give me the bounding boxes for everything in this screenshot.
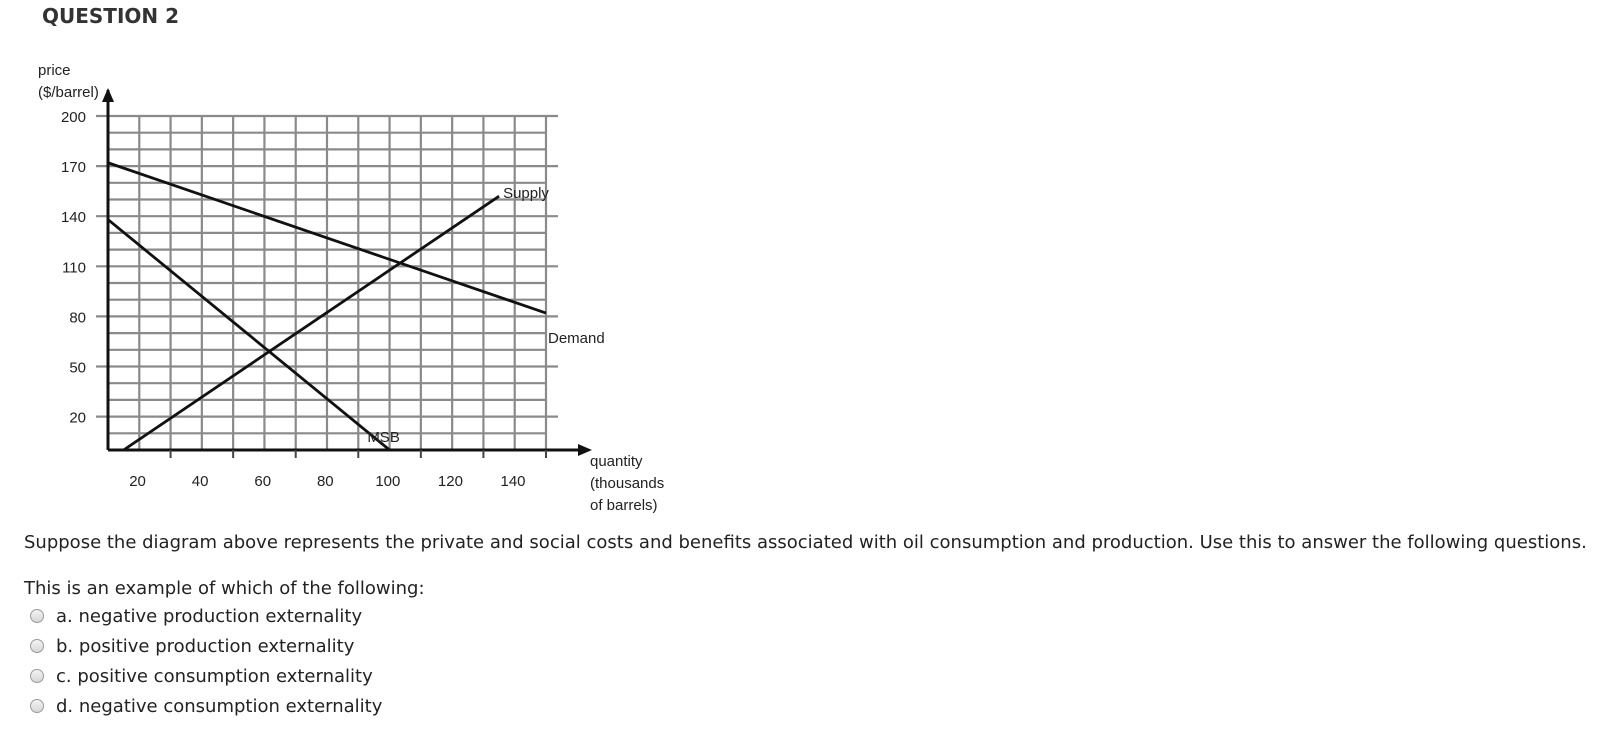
option-d[interactable]: d. negative consumption externality: [30, 691, 382, 721]
x-tick-label: 100: [375, 473, 400, 490]
radio-button-d[interactable]: [30, 699, 44, 713]
x-tick-label: 120: [438, 473, 463, 490]
series-label-supply: Supply: [503, 185, 549, 202]
series-line-demand: [107, 161, 547, 315]
option-c[interactable]: c. positive consumption externality: [30, 661, 382, 691]
option-a[interactable]: a. negative production externality: [30, 601, 382, 631]
x-axis-title-line: of barrels): [590, 497, 658, 514]
x-tick-label: 40: [192, 473, 209, 490]
y-tick-label: 80: [69, 309, 86, 326]
x-tick-label: 80: [317, 473, 334, 490]
series-label-msb: MSB: [367, 429, 400, 446]
y-tick-label: 140: [61, 209, 86, 226]
chart-tick-labels: 20 40 60 80 100 120 140 20 50 80 110 140 170 200: [61, 109, 526, 490]
option-d-label: d. negative consumption externality: [56, 695, 383, 717]
option-a-label: a. negative production externality: [56, 605, 363, 627]
x-tick-label: 20: [129, 473, 146, 490]
y-axis-arrow: [102, 88, 114, 102]
series-label-demand: Demand: [548, 330, 605, 347]
radio-button-b[interactable]: [30, 639, 44, 653]
question-prompt: Suppose the diagram above represents the…: [24, 532, 1587, 553]
y-tick-label: 110: [62, 259, 86, 276]
x-tick-label: 60: [254, 473, 271, 490]
series-line-msb: [107, 218, 391, 452]
x-axis-title-line: quantity: [590, 453, 643, 470]
option-b[interactable]: b. positive production externality: [30, 631, 382, 661]
option-b-label: b. positive production externality: [56, 635, 355, 657]
y-tick-label: 200: [61, 109, 86, 126]
radio-button-a[interactable]: [30, 609, 44, 623]
supply-demand-chart: 20 40 60 80 100 120 140 20 50 80 110 140 170 200 Supp…: [38, 62, 664, 514]
x-axis-arrow: [578, 444, 592, 456]
radio-button-c[interactable]: [30, 669, 44, 683]
answer-options: a. negative production externality b. po…: [30, 601, 382, 721]
chart-axis-titles: price ($/barrel) quantity (thousands of barr…: [38, 62, 664, 514]
chart-grid: [96, 114, 558, 450]
chart-series-labels: Supply Demand MSB: [367, 185, 604, 446]
y-tick-label: 50: [69, 360, 86, 377]
y-axis-title-line: price: [38, 62, 71, 79]
y-tick-label: 170: [61, 159, 86, 176]
chart-series: [107, 161, 547, 452]
option-c-label: c. positive consumption externality: [56, 665, 373, 687]
y-axis-title-line: ($/barrel): [38, 84, 99, 101]
y-tick-label: 20: [69, 410, 86, 427]
x-tick-label: 140: [500, 473, 525, 490]
question-text: This is an example of which of the follo…: [24, 578, 425, 599]
chart-axes: [102, 88, 592, 458]
series-line-supply: [122, 195, 500, 452]
question-title: QUESTION 2: [42, 4, 180, 28]
x-axis-title-line: (thousands: [590, 475, 664, 492]
